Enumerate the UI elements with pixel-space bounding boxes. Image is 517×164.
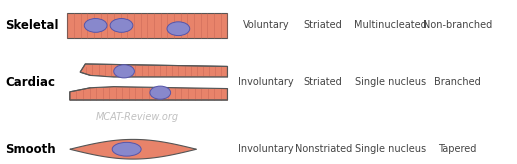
Polygon shape xyxy=(70,87,227,100)
Polygon shape xyxy=(80,64,227,77)
Text: Single nucleus: Single nucleus xyxy=(355,144,426,154)
Ellipse shape xyxy=(167,22,190,36)
Polygon shape xyxy=(90,75,227,89)
Text: Single nucleus: Single nucleus xyxy=(355,77,426,87)
Text: Nonstriated: Nonstriated xyxy=(295,144,352,154)
Text: Striated: Striated xyxy=(304,77,342,87)
Ellipse shape xyxy=(114,65,134,78)
Polygon shape xyxy=(67,13,227,38)
Text: Tapered: Tapered xyxy=(438,144,477,154)
Text: Non-branched: Non-branched xyxy=(423,20,492,30)
Ellipse shape xyxy=(110,19,133,32)
Text: Branched: Branched xyxy=(434,77,481,87)
Text: Striated: Striated xyxy=(304,20,342,30)
Ellipse shape xyxy=(112,142,141,156)
Text: Smooth: Smooth xyxy=(5,143,56,156)
Text: Involuntary: Involuntary xyxy=(238,77,294,87)
Text: Skeletal: Skeletal xyxy=(5,19,58,32)
Polygon shape xyxy=(70,139,196,159)
Text: Cardiac: Cardiac xyxy=(5,75,55,89)
Ellipse shape xyxy=(84,19,107,32)
Text: Involuntary: Involuntary xyxy=(238,144,294,154)
Ellipse shape xyxy=(150,86,171,99)
Text: Voluntary: Voluntary xyxy=(243,20,290,30)
Text: Multinucleated: Multinucleated xyxy=(354,20,427,30)
Text: MCAT-Review.org: MCAT-Review.org xyxy=(96,112,178,122)
